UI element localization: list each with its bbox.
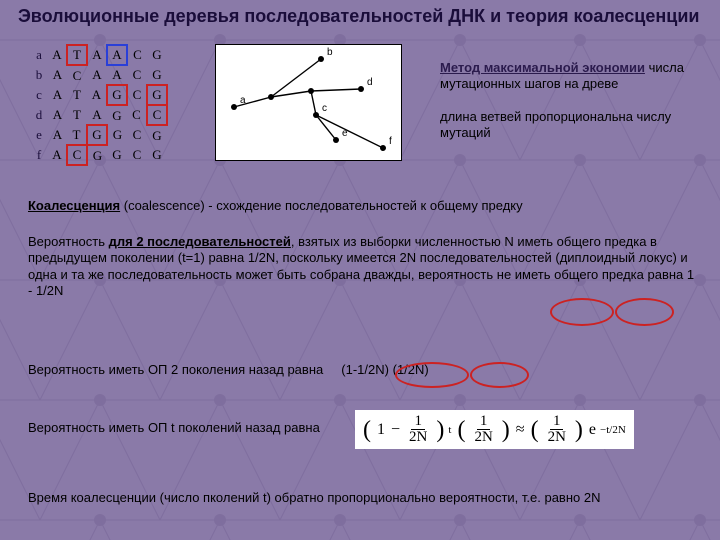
coalescence-definition: Коалесценция (coalescence) - схождение п… — [28, 198, 698, 214]
seq-cell: C — [147, 105, 167, 125]
coalescence-term: Коалесценция — [28, 198, 120, 213]
seq-cell: G — [87, 125, 107, 145]
gen2-text: Вероятность иметь ОП 2 поколения назад р… — [28, 362, 323, 377]
seq-cell: A — [48, 45, 67, 65]
seq-cell: A — [48, 65, 67, 85]
seq-cell: C — [127, 125, 147, 145]
seq-cell: T — [67, 105, 87, 125]
seq-cell: G — [107, 125, 127, 145]
coalescence-rest: (coalescence) - схождение последовательн… — [120, 198, 523, 213]
svg-text:e: e — [342, 128, 348, 139]
method-line2: длина ветвей пропорциональна числу мутац… — [440, 109, 671, 140]
highlight-oval — [470, 362, 529, 388]
seq-cell: A — [48, 125, 67, 145]
formula-num-b: 1 — [477, 414, 491, 430]
prob2-bold: для 2 последовательностей — [109, 234, 291, 249]
seq-cell: C — [127, 145, 147, 165]
formula-den-a: 2N — [406, 430, 430, 445]
seq-cell: T — [67, 45, 87, 65]
formula-e: e — [589, 421, 596, 439]
seq-cell: T — [67, 85, 87, 105]
seq-cell: G — [147, 145, 167, 165]
seq-row-label: e — [30, 125, 48, 145]
seq-cell: C — [127, 65, 147, 85]
seq-cell: A — [87, 65, 107, 85]
seq-cell: A — [107, 65, 127, 85]
seq-cell: A — [87, 105, 107, 125]
seq-row-label: a — [30, 45, 48, 65]
seq-cell: G — [147, 65, 167, 85]
seq-cell: G — [147, 85, 167, 105]
seq-row-label: b — [30, 65, 48, 85]
svg-text:c: c — [322, 103, 327, 114]
formula-one-a: 1 — [377, 421, 385, 439]
seq-cell: A — [48, 145, 67, 165]
svg-text:d: d — [367, 77, 373, 88]
seq-cell: G — [107, 85, 127, 105]
sequence-alignment: aATAACGbACAACGcATAGCGdATAGCCeATGGCGfACGG… — [30, 44, 168, 166]
formula-exp-sup: −t/2N — [600, 424, 626, 436]
highlight-oval — [395, 362, 469, 388]
highlight-oval — [615, 298, 674, 326]
svg-text:f: f — [389, 136, 392, 147]
seq-row-label: f — [30, 145, 48, 165]
prob2-lead: Вероятность — [28, 234, 109, 249]
seq-cell: C — [67, 65, 87, 85]
coalescence-formula: (1 − 12N)t (12N) ≈ (12N)e−t/2N — [355, 410, 634, 449]
seq-cell: G — [107, 145, 127, 165]
seq-cell: G — [147, 45, 167, 65]
seq-cell: A — [87, 85, 107, 105]
seq-cell: C — [127, 85, 147, 105]
gen2-expr1: (1-1/2N) — [341, 362, 389, 377]
seq-row-label: d — [30, 105, 48, 125]
method-title: Метод максимальной экономии — [440, 60, 645, 75]
formula-sup-t: t — [448, 424, 451, 436]
formula-approx: ≈ — [516, 421, 525, 439]
method-description: Метод максимальной экономии числа мутаци… — [440, 60, 710, 141]
seq-row-label: c — [30, 85, 48, 105]
formula-num-c: 1 — [550, 414, 564, 430]
time-text: Время коалесценции (число пколений t) об… — [28, 490, 600, 505]
page-title: Эволюционные деревья последовательностей… — [18, 6, 699, 27]
formula-den-c: 2N — [545, 430, 569, 445]
tgen-text: Вероятность иметь ОП t поколений назад р… — [28, 420, 320, 435]
seq-cell: G — [147, 125, 167, 145]
seq-cell: G — [87, 145, 107, 165]
seq-cell: A — [48, 105, 67, 125]
highlight-oval — [550, 298, 614, 326]
tree-diagram: a b c d e f — [215, 44, 402, 161]
seq-cell: A — [107, 45, 127, 65]
coalescence-time: Время коалесценции (число пколений t) об… — [28, 490, 698, 506]
formula-den-b: 2N — [471, 430, 495, 445]
seq-cell: T — [67, 125, 87, 145]
seq-cell: C — [127, 105, 147, 125]
probability-2seq: Вероятность для 2 последовательностей, в… — [28, 234, 698, 299]
seq-cell: C — [127, 45, 147, 65]
svg-text:b: b — [327, 47, 333, 58]
svg-text:a: a — [240, 95, 246, 106]
seq-cell: A — [87, 45, 107, 65]
probability-2gen: Вероятность иметь ОП 2 поколения назад р… — [28, 362, 698, 378]
seq-cell: A — [48, 85, 67, 105]
seq-cell: G — [107, 105, 127, 125]
seq-cell: C — [67, 145, 87, 165]
formula-num-a: 1 — [411, 414, 425, 430]
